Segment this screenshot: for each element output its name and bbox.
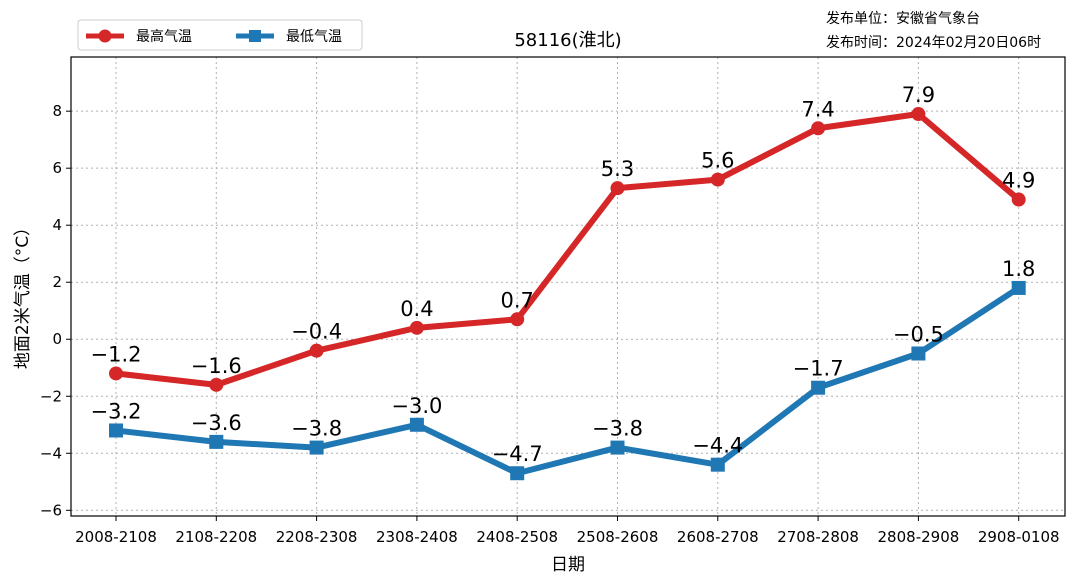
- legend-label-min: 最低气温: [286, 29, 342, 45]
- min-temp-label: −4.4: [692, 434, 743, 458]
- min-temp-point: [710, 457, 725, 472]
- legend: 最高气温 最低气温: [77, 19, 363, 51]
- min-temp-label: −3.0: [391, 394, 442, 418]
- max-temp-label: 7.9: [902, 83, 935, 107]
- min-temp-point: [209, 434, 224, 449]
- x-tick-label: 2908-0108: [978, 528, 1060, 546]
- max-temp-label: −1.2: [91, 342, 142, 366]
- x-tick-label: 2008-2108: [75, 528, 157, 546]
- y-axis-title: 地面2米气温（°C）: [13, 219, 33, 369]
- min-temp-point: [1011, 280, 1026, 295]
- x-tick-label: 2808-2908: [878, 528, 960, 546]
- max-temp-label: 5.3: [601, 157, 634, 181]
- legend-label-max: 最高气温: [136, 28, 192, 45]
- min-temp-label: −0.5: [893, 322, 944, 346]
- max-temp-label: 0.4: [400, 297, 433, 321]
- max-temp-point: [710, 172, 725, 187]
- min-temp-point: [610, 440, 625, 455]
- y-tick-label: −6: [40, 501, 62, 519]
- min-temp-label: −3.2: [91, 399, 142, 423]
- min-temp-point: [911, 346, 926, 361]
- x-axis-title: 日期: [551, 555, 585, 575]
- legend-marker-circle: [98, 29, 112, 43]
- max-temp-label: −1.6: [191, 354, 242, 378]
- min-temp-point: [510, 466, 525, 481]
- max-temp-label: 0.7: [500, 288, 533, 312]
- data-labels: −1.2 −1.6 −0.4 0.4 0.7 5.3 5.6 7.4 7.9 4.9 −3.2 −3.…: [91, 83, 1036, 466]
- min-temp-point: [309, 440, 324, 455]
- min-temp-label: 1.8: [1002, 257, 1035, 281]
- publisher-unit: 发布单位：安徽省气象台: [826, 11, 980, 27]
- max-temp-point: [911, 107, 926, 122]
- plot-frame: [70, 56, 1066, 517]
- y-tick-label: 6: [52, 159, 62, 177]
- x-tick-label: 2408-2508: [476, 528, 558, 546]
- legend-box: [77, 19, 363, 51]
- max-temp-label: −0.4: [291, 320, 342, 344]
- x-tick-label: 2608-2708: [677, 528, 759, 546]
- min-temp-label: −3.8: [291, 417, 342, 441]
- min-temp-point: [109, 423, 123, 438]
- max-temp-point: [1011, 192, 1026, 207]
- axis-ticks: 2008-2108 2108-2208 2208-2308 2308-2408 2408…: [40, 102, 1060, 546]
- max-temp-point: [610, 181, 625, 196]
- y-tick-label: 8: [52, 102, 62, 120]
- series: [109, 107, 1026, 481]
- max-temp-label: 5.6: [701, 149, 734, 173]
- max-temp-point: [109, 366, 123, 381]
- x-tick-label: 2708-2808: [777, 528, 859, 546]
- legend-marker-square: [249, 30, 261, 42]
- max-temp-label: 7.4: [801, 97, 834, 121]
- max-temp-point: [309, 343, 324, 358]
- series-line-max: [115, 111, 1021, 388]
- x-tick-label: 2308-2408: [376, 528, 458, 546]
- grid: [71, 57, 1065, 516]
- min-temp-label: −1.7: [793, 357, 844, 381]
- x-tick-label: 2208-2308: [276, 528, 358, 546]
- min-temp-label: −3.6: [191, 411, 242, 435]
- y-tick-label: 4: [52, 216, 62, 234]
- min-temp-label: −4.7: [492, 442, 543, 466]
- max-temp-point: [510, 312, 525, 327]
- max-temp-point: [811, 121, 826, 136]
- min-temp-point: [409, 417, 424, 432]
- min-temp-label: −3.8: [592, 417, 643, 441]
- max-temp-label: 4.9: [1002, 169, 1035, 193]
- chart-title: 58116(淮北): [514, 30, 621, 51]
- publish-time: 发布时间：2024年02月20日06时: [826, 35, 1042, 51]
- min-temp-point: [811, 380, 826, 395]
- y-tick-label: 2: [52, 273, 62, 291]
- y-tick-label: −2: [40, 387, 62, 405]
- max-temp-point: [409, 320, 424, 335]
- x-tick-label: 2108-2208: [175, 528, 257, 546]
- series-line-min: [115, 285, 1021, 477]
- y-tick-label: 0: [52, 330, 62, 348]
- x-tick-label: 2508-2608: [577, 528, 659, 546]
- max-temp-point: [209, 377, 224, 392]
- y-tick-label: −4: [40, 444, 62, 462]
